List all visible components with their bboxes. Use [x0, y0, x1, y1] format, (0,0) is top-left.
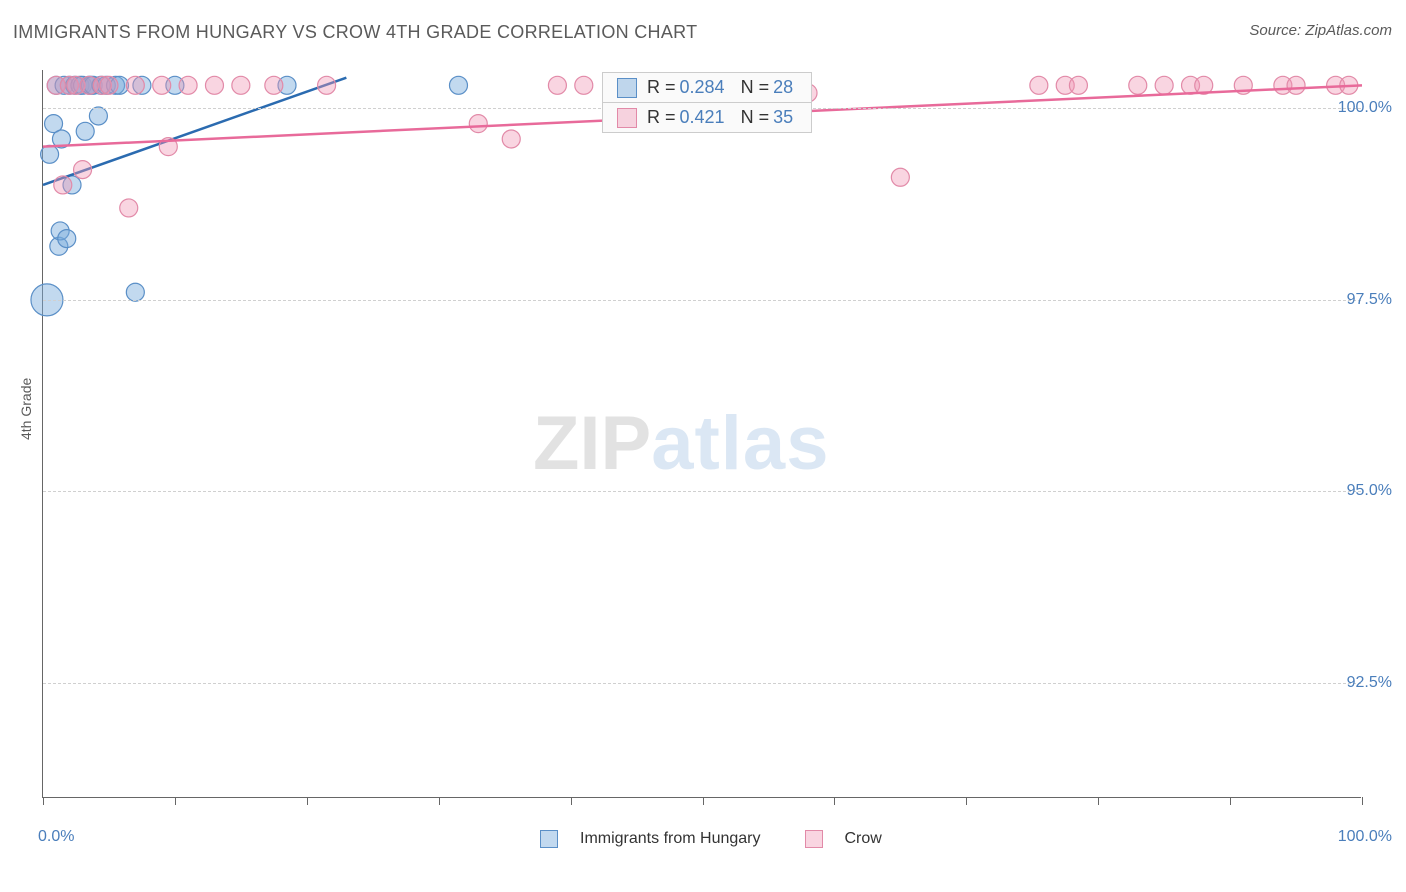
data-point [126, 76, 144, 94]
x-tick [1362, 797, 1363, 805]
x-tick [703, 797, 704, 805]
x-tick [1230, 797, 1231, 805]
swatch-series2 [617, 108, 637, 128]
data-point [1155, 76, 1173, 94]
x-tick [834, 797, 835, 805]
data-point [205, 76, 223, 94]
gridline [43, 491, 1361, 492]
x-tick [966, 797, 967, 805]
data-point [1287, 76, 1305, 94]
y-tick-label: 97.5% [1347, 291, 1392, 309]
data-point [76, 122, 94, 140]
x-min-label: 0.0% [38, 828, 74, 846]
swatch-bottom-2 [805, 830, 823, 848]
correlation-legend: R = 0.284 N = 28 R = 0.421 N = 35 [602, 72, 812, 133]
data-point [100, 76, 118, 94]
r-label-1: R = [647, 77, 676, 98]
x-tick [43, 797, 44, 805]
chart-svg [43, 70, 1362, 798]
legend-row-series2: R = 0.421 N = 35 [603, 102, 811, 132]
data-point [502, 130, 520, 148]
data-point [318, 76, 336, 94]
gridline [43, 300, 1361, 301]
data-point [575, 76, 593, 94]
data-point [891, 168, 909, 186]
swatch-bottom-1 [540, 830, 558, 848]
data-point [120, 199, 138, 217]
swatch-series1 [617, 78, 637, 98]
x-tick [307, 797, 308, 805]
y-axis-label: 4th Grade [18, 378, 34, 440]
x-tick [439, 797, 440, 805]
source-name: ZipAtlas.com [1305, 22, 1392, 39]
x-tick [571, 797, 572, 805]
x-max-label: 100.0% [1338, 828, 1392, 846]
x-tick [1098, 797, 1099, 805]
n-value-2: 35 [773, 107, 793, 128]
data-point [1069, 76, 1087, 94]
data-point [58, 230, 76, 248]
y-tick-label: 92.5% [1347, 674, 1392, 692]
data-point [89, 107, 107, 125]
data-point [179, 76, 197, 94]
data-point [548, 76, 566, 94]
r-value-2: 0.421 [680, 107, 725, 128]
y-tick-label: 100.0% [1338, 99, 1392, 117]
x-tick [175, 797, 176, 805]
chart-title: IMMIGRANTS FROM HUNGARY VS CROW 4TH GRAD… [13, 22, 697, 43]
series-legend: Immigrants from Hungary Crow [540, 830, 882, 848]
data-point [126, 283, 144, 301]
data-point [1030, 76, 1048, 94]
data-point [449, 76, 467, 94]
legend-label-2: Crow [845, 830, 882, 848]
data-point [54, 176, 72, 194]
data-point [232, 76, 250, 94]
source-credit: Source: ZipAtlas.com [1249, 22, 1392, 39]
plot-area: ZIPatlas [42, 70, 1361, 798]
n-label-2: N = [741, 107, 770, 128]
y-tick-label: 95.0% [1347, 482, 1392, 500]
data-point [74, 161, 92, 179]
r-value-1: 0.284 [680, 77, 725, 98]
gridline [43, 683, 1361, 684]
n-label-1: N = [741, 77, 770, 98]
r-label-2: R = [647, 107, 676, 128]
data-point [153, 76, 171, 94]
legend-row-series1: R = 0.284 N = 28 [603, 73, 811, 102]
data-point [469, 115, 487, 133]
source-label: Source: [1249, 22, 1305, 39]
data-point [265, 76, 283, 94]
data-point [1129, 76, 1147, 94]
n-value-1: 28 [773, 77, 793, 98]
data-point [41, 145, 59, 163]
legend-label-1: Immigrants from Hungary [580, 830, 761, 848]
